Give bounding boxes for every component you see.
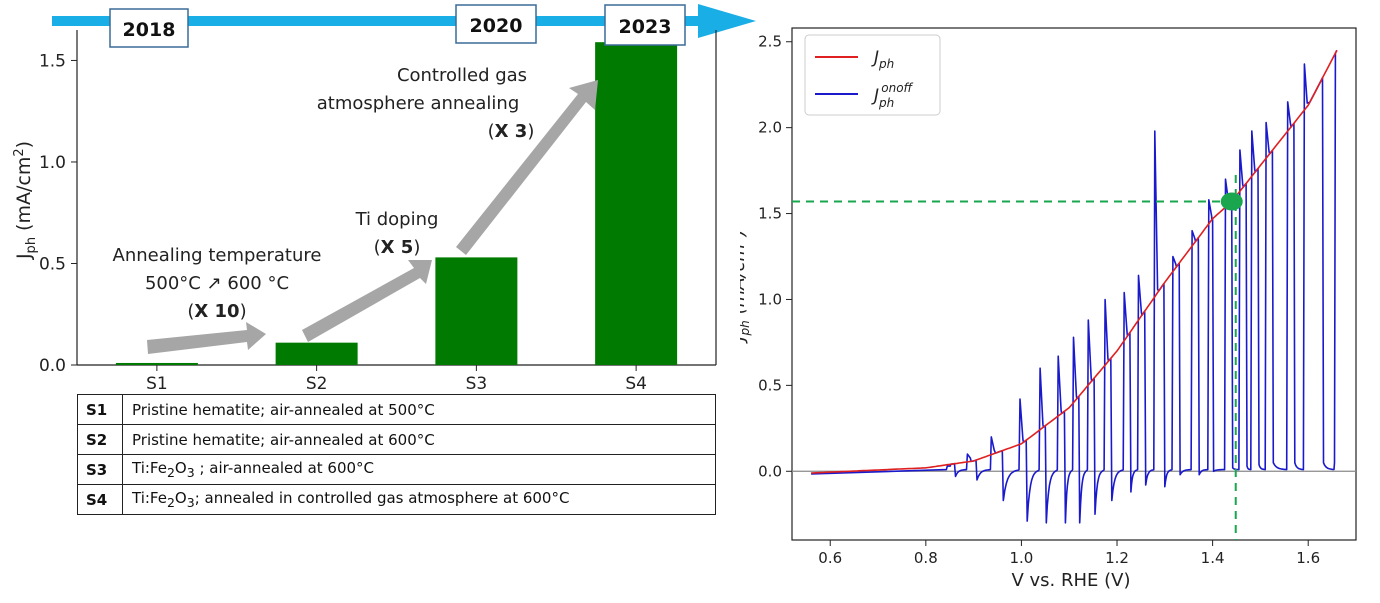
sample-table: S1 Pristine hematite; air-annealed at 50… xyxy=(77,394,716,515)
progress-arrows xyxy=(147,80,598,354)
arrow-s2-s3 xyxy=(302,260,432,342)
legend-box xyxy=(804,34,941,116)
bar-ytick-label: 1.5 xyxy=(39,51,66,71)
bar-s1 xyxy=(115,362,198,365)
row-code: S2 xyxy=(77,424,123,455)
series-jph xyxy=(811,49,1338,474)
legend-label-jph: Jph xyxy=(871,48,894,71)
line-xtick-label: 0.8 xyxy=(914,549,938,567)
bar-ytick-label: 0.0 xyxy=(39,356,66,376)
line-xtick-label: 1.0 xyxy=(1009,549,1033,567)
table-row: S3 Ti:Fe2O3 ; air-annealed at 600°C xyxy=(77,454,716,485)
arrow-s1-s2 xyxy=(147,322,266,354)
line-ylabel: Jph(mA/cm2) xyxy=(740,229,752,344)
line-ytick-label: 2.0 xyxy=(758,119,782,137)
table-row: S4 Ti:Fe2O3; annealed in controlled gas … xyxy=(77,484,716,515)
series-jph-onoff xyxy=(811,49,1338,524)
row-desc: Ti:Fe2O3 ; air-annealed at 600°C xyxy=(122,454,716,485)
line-xtick-label: 1.4 xyxy=(1201,549,1225,567)
annot-annealing-line1: Annealing temperature xyxy=(113,245,322,266)
bar-xtick-label: S1 xyxy=(146,374,168,394)
line-xlabel: V vs. RHE (V) xyxy=(1011,570,1130,591)
annot-ti-line1: Ti doping xyxy=(355,209,439,230)
table-row: S2 Pristine hematite; air-annealed at 60… xyxy=(77,424,716,455)
row-code: S1 xyxy=(77,394,123,425)
year-2018: 2018 xyxy=(123,19,176,41)
year-2023: 2023 xyxy=(619,16,672,38)
arrow-s3-s4 xyxy=(456,80,598,255)
bar-chart: 0.0 0.5 1.0 1.5 S1 S2 S3 S4 Jph(mA/cm2) Anneal… xyxy=(12,4,756,394)
line-ytick-label: 0.0 xyxy=(758,462,782,480)
bar-xtick-label: S4 xyxy=(625,374,647,394)
line-xtick-label: 1.6 xyxy=(1296,549,1320,567)
row-code: S4 xyxy=(77,484,123,515)
bar-s3 xyxy=(435,257,518,365)
row-desc: Ti:Fe2O3; annealed in controlled gas atm… xyxy=(122,484,716,515)
line-ytick-label: 2.5 xyxy=(758,33,782,51)
year-2020: 2020 xyxy=(470,15,523,37)
annot-annealing-line2: 500°C ↗ 600 °C xyxy=(145,273,289,294)
annot-gas-line2: atmosphere annealing xyxy=(317,93,520,114)
line-xtick-label: 1.2 xyxy=(1105,549,1129,567)
line-ytick-label: 0.5 xyxy=(758,376,782,394)
legend-label-onoff: Jphonoff xyxy=(871,81,914,110)
row-code: S3 xyxy=(77,454,123,485)
year-box-2018 xyxy=(109,8,189,48)
line-chart: 0.6 0.8 1.0 1.2 1.4 1.6 0.0 0.5 1.0 1.5 2.0 2.5 Jph… xyxy=(740,27,1357,591)
marker-point xyxy=(1220,192,1243,211)
bar-xtick-label: S2 xyxy=(306,374,328,394)
annot-gas-line1: Controlled gas xyxy=(397,65,527,86)
year-box-2023 xyxy=(604,4,686,46)
line-ytick-label: 1.5 xyxy=(758,205,782,223)
bar-ytick-label: 0.5 xyxy=(39,254,66,274)
year-box-2020 xyxy=(455,4,537,44)
annot-gas-factor: (X 3) xyxy=(488,121,535,142)
timeline-bar xyxy=(52,16,702,26)
row-desc: Pristine hematite; air-annealed at 500°C xyxy=(122,394,716,425)
line-xtick-label: 0.6 xyxy=(818,549,842,567)
bar-xtick-label: S3 xyxy=(466,374,488,394)
timeline-arrowhead xyxy=(698,4,756,38)
bar-ylabel: Jph(mA/cm2) xyxy=(12,141,39,260)
bar-ytick-label: 1.0 xyxy=(39,153,66,173)
annot-annealing-factor: (X 10) xyxy=(187,301,246,322)
annot-ti-factor: (X 5) xyxy=(374,237,421,258)
line-ytick-label: 1.0 xyxy=(758,290,782,308)
row-desc: Pristine hematite; air-annealed at 600°C xyxy=(122,424,716,455)
bar-s2 xyxy=(275,342,358,365)
bar-s4 xyxy=(595,42,678,365)
table-row: S1 Pristine hematite; air-annealed at 50… xyxy=(77,394,716,425)
